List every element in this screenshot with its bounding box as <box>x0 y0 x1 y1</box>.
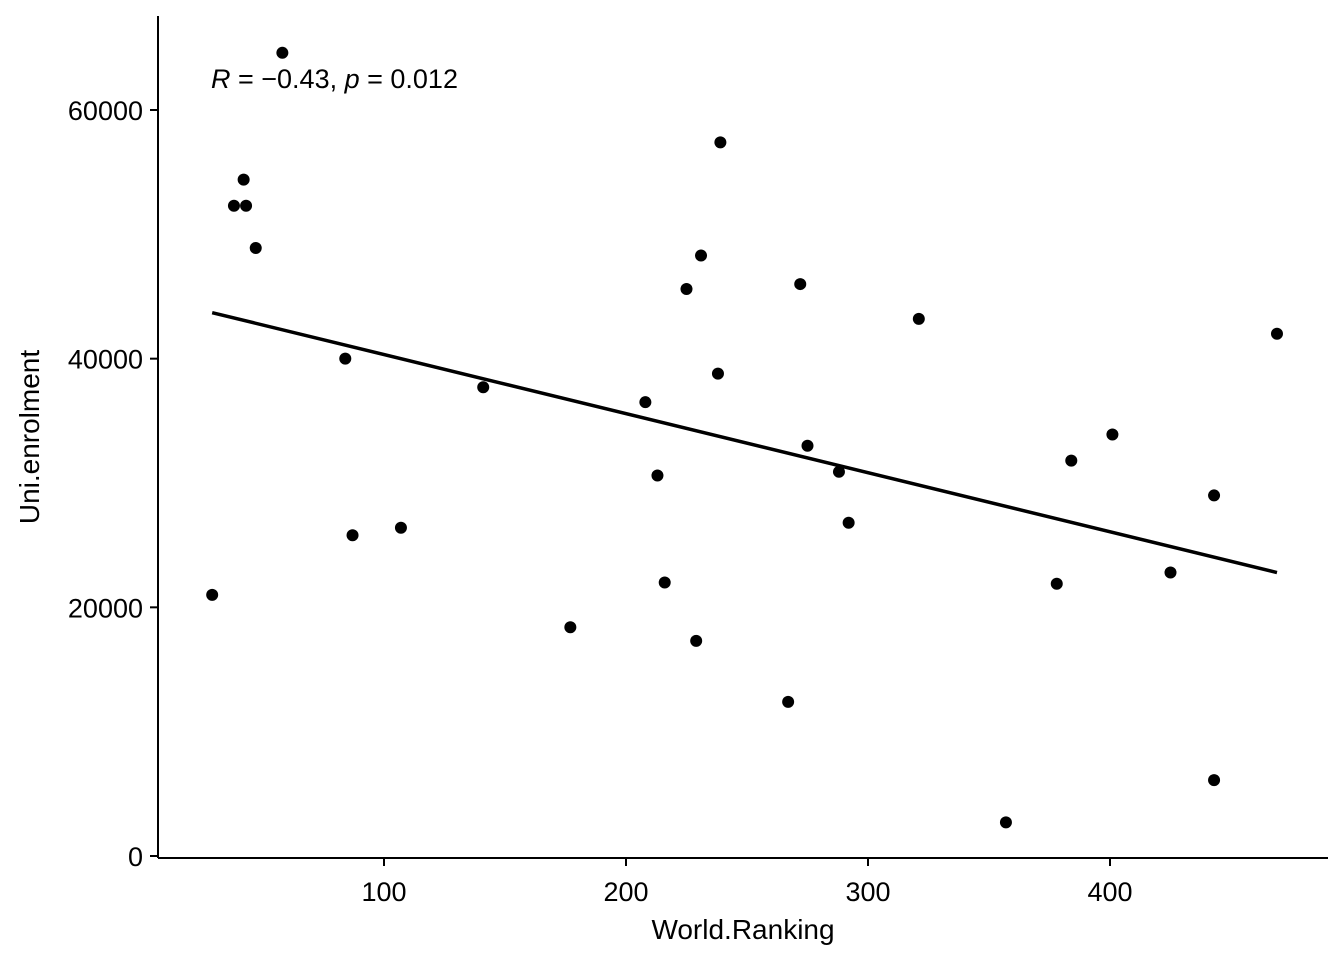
p-value-text: = 0.012 <box>360 64 458 94</box>
data-point <box>651 469 664 482</box>
data-point <box>714 136 727 149</box>
data-point <box>346 529 359 542</box>
y-axis-ticks: 0 20000 40000 60000 <box>68 96 158 872</box>
data-point <box>1106 428 1119 441</box>
correlation-annotation: R = −0.43, p = 0.012 <box>211 64 458 94</box>
data-point <box>1050 577 1063 590</box>
trendline <box>211 310 1278 575</box>
y-tick-label: 40000 <box>68 345 143 375</box>
data-point <box>394 521 407 534</box>
data-point <box>227 199 240 212</box>
data-point <box>1208 489 1221 502</box>
data-point <box>237 173 250 186</box>
x-tick-label: 400 <box>1087 877 1132 907</box>
data-point <box>1270 327 1283 340</box>
x-axis-title: World.Ranking <box>651 914 834 945</box>
data-point <box>690 634 703 647</box>
data-point <box>276 46 289 59</box>
x-axis-ticks: 100 200 300 400 <box>361 858 1133 907</box>
data-point <box>1164 566 1177 579</box>
x-tick-label: 300 <box>845 877 890 907</box>
data-point <box>658 576 671 589</box>
r-symbol: R <box>211 64 231 94</box>
data-point <box>249 242 262 255</box>
x-tick-label: 200 <box>603 877 648 907</box>
data-point <box>832 465 845 478</box>
data-point <box>782 695 795 708</box>
data-point <box>680 283 693 296</box>
data-point <box>842 516 855 529</box>
y-axis-title: Uni.enrolment <box>14 350 45 525</box>
p-symbol: p <box>344 64 360 94</box>
y-tick-label: 60000 <box>68 96 143 126</box>
data-point <box>477 381 490 394</box>
data-point <box>339 352 352 365</box>
data-points <box>206 46 1283 829</box>
y-tick-label: 0 <box>128 842 143 872</box>
data-point <box>999 816 1012 829</box>
trendline-group <box>211 310 1278 575</box>
data-point <box>1208 774 1221 787</box>
data-point <box>639 396 652 409</box>
r-value-text: = −0.43, <box>231 64 345 94</box>
data-point <box>801 439 814 452</box>
data-point <box>912 312 925 325</box>
y-tick-label: 20000 <box>68 593 143 623</box>
x-tick-label: 100 <box>361 877 406 907</box>
data-point <box>711 367 724 380</box>
data-point <box>695 249 708 262</box>
data-point <box>1065 454 1078 467</box>
data-point <box>794 278 807 291</box>
data-point <box>240 199 253 212</box>
data-point <box>564 621 577 634</box>
axes <box>157 16 1328 859</box>
data-point <box>206 588 219 601</box>
